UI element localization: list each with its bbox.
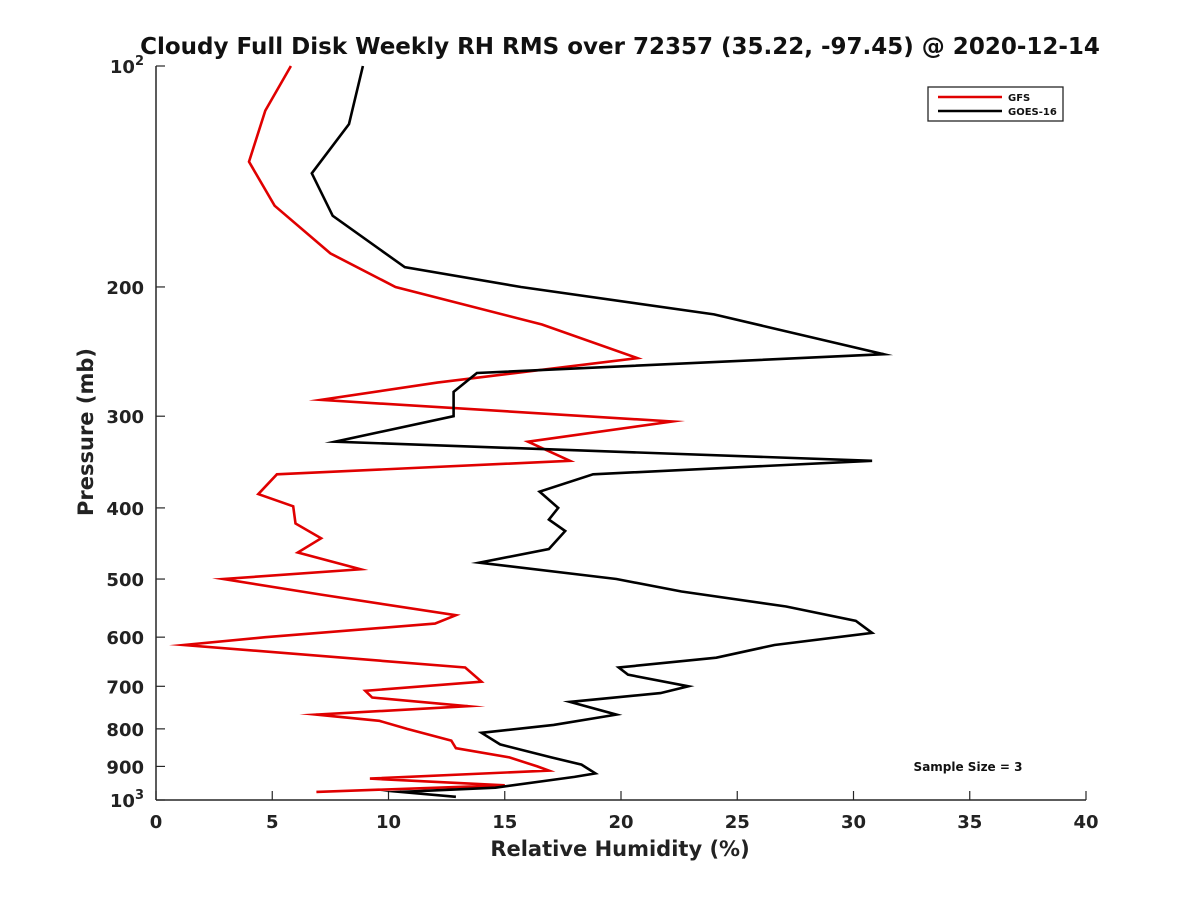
x-tick-label: 20	[608, 812, 633, 833]
axes: 0 5 10 15 20 25 30 35 40 102 200 300 400 500 600 700 800…	[106, 54, 1098, 833]
x-tick-label: 0	[150, 812, 163, 833]
legend: GFS GOES-16	[927, 86, 1064, 122]
x-tick-label: 15	[492, 812, 517, 833]
y-tick-label: 300	[106, 407, 144, 428]
sample-size-annotation: Sample Size = 3	[914, 760, 1023, 774]
y-tick-label: 900	[106, 757, 144, 778]
x-tick-label: 40	[1073, 812, 1098, 833]
legend-box	[927, 86, 1064, 122]
y-tick-label: 400	[106, 499, 144, 520]
x-axis-label: Relative Humidity (%)	[490, 837, 749, 861]
y-tick-label: 103	[110, 788, 144, 812]
chart-title: Cloudy Full Disk Weekly RH RMS over 7235…	[140, 34, 1100, 60]
x-tick-label: 10	[376, 812, 401, 833]
x-tick-label: 25	[725, 812, 750, 833]
series-layer	[169, 65, 894, 799]
x-tick-label: 5	[266, 812, 279, 833]
y-tick-label: 500	[106, 570, 144, 591]
y-axis-label: Pressure (mb)	[74, 348, 98, 516]
y-tick-label: 102	[110, 54, 144, 78]
legend-entry-label: GOES-16	[1008, 107, 1057, 118]
y-tick-label: 200	[106, 278, 144, 299]
legend-entry-label: GFS	[1008, 93, 1030, 104]
y-tick-label: 800	[106, 720, 144, 741]
y-tick-label: 700	[106, 677, 144, 698]
series-line-goes-16	[310, 65, 894, 799]
x-tick-label: 30	[841, 812, 866, 833]
series-line-gfs	[169, 65, 686, 794]
x-tick-label: 35	[957, 812, 982, 833]
y-tick-label: 600	[106, 628, 144, 649]
